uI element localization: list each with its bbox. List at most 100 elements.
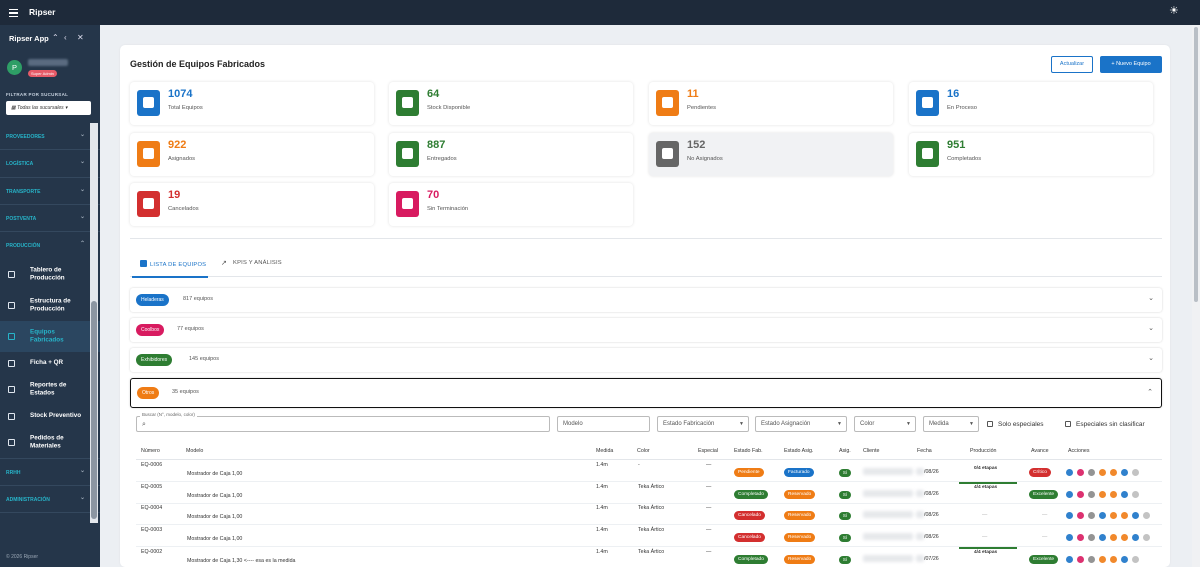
col-numero[interactable]: Número — [141, 448, 160, 454]
col-avance[interactable]: Avance — [1031, 448, 1049, 454]
group-accordion[interactable]: Exhibidores 145 equipos ⌄ — [130, 348, 1162, 372]
swap-icon[interactable] — [1132, 512, 1139, 520]
edit-icon[interactable] — [1088, 534, 1095, 542]
expand-icon[interactable]: ⌃ — [52, 33, 59, 42]
edit-icon[interactable] — [1088, 512, 1095, 520]
delete-icon[interactable] — [1132, 555, 1139, 563]
group-accordion[interactable]: Otros 35 equipos ⌃ — [130, 378, 1162, 408]
col-asig[interactable]: Asig. — [839, 448, 851, 454]
sidebar-item-pedidos[interactable]: Pedidos de Materiales — [0, 427, 100, 458]
unlink-icon[interactable] — [1110, 469, 1117, 476]
refresh-button[interactable]: Actualizar — [1051, 56, 1093, 73]
sin-clasificar-checkbox[interactable]: Especiales sin clasificar — [1065, 421, 1145, 428]
stat-card[interactable]: 70 Sin Terminación — [389, 183, 633, 226]
medida-select[interactable]: Medida ▼ — [923, 416, 979, 432]
stat-card[interactable]: 64 Stock Disponible — [389, 82, 633, 125]
stat-card[interactable]: 887 Entregados — [389, 133, 633, 176]
qr-icon[interactable] — [1077, 512, 1084, 520]
sidebar-section-produccion[interactable]: PRODUCCIÓN ⌃ — [0, 232, 100, 259]
cancel-icon[interactable] — [1099, 555, 1106, 563]
chevron-left-icon[interactable]: ‹ — [64, 33, 67, 42]
qr-icon[interactable] — [1077, 534, 1084, 542]
cancel-icon[interactable] — [1110, 534, 1117, 542]
col-estado-fab[interactable]: Estado Fab. — [734, 448, 763, 454]
chevron-down-icon[interactable]: ⌄ — [1148, 325, 1154, 332]
qr-icon[interactable] — [1077, 469, 1084, 476]
search-input[interactable]: Buscar (N°, modelo, color) ⌕ — [136, 412, 550, 432]
group-accordion[interactable]: Heladeras 817 equipos ⌄ — [130, 288, 1162, 312]
cancel-icon[interactable] — [1099, 490, 1106, 498]
cancel-icon[interactable] — [1099, 469, 1106, 476]
sidebar-item-tablero[interactable]: Tablero de Producción — [0, 259, 100, 290]
modelo-field[interactable]: Modelo — [557, 416, 650, 432]
col-produccion[interactable]: Producción — [970, 448, 997, 454]
unlink-icon[interactable] — [1110, 555, 1117, 563]
chevron-up-icon[interactable]: ⌃ — [1147, 389, 1153, 396]
swap-icon[interactable] — [1121, 490, 1128, 498]
table-row[interactable]: EQ-0003 Mostrador de Caja 1,00 1.4m Teka… — [136, 525, 1162, 548]
stat-card[interactable]: 951 Completados — [909, 133, 1153, 176]
estado-asignacion-select[interactable]: Estado Asignación ▼ — [755, 416, 847, 432]
view-icon[interactable] — [1066, 490, 1073, 498]
chevron-down-icon[interactable]: ⌄ — [1148, 355, 1154, 362]
sidebar-item-stock[interactable]: Stock Preventivo — [0, 405, 100, 427]
edit-icon[interactable] — [1088, 469, 1095, 476]
table-row[interactable]: EQ-0002 Mostrador de Caja 1,30 <---- esa… — [136, 546, 1162, 567]
sidebar-scrollbar[interactable] — [90, 123, 98, 523]
col-color[interactable]: Color — [637, 448, 650, 454]
col-especial[interactable]: Especial — [698, 448, 719, 454]
play-icon[interactable] — [1099, 512, 1106, 520]
stat-card[interactable]: 19 Cancelados — [130, 183, 374, 226]
play-icon[interactable] — [1099, 534, 1106, 542]
qr-icon[interactable] — [1077, 490, 1084, 498]
estado-fabricacion-select[interactable]: Estado Fabricación ▼ — [657, 416, 749, 432]
sidebar-item-reportes[interactable]: Reportes de Estados — [0, 374, 100, 405]
unlink-icon[interactable] — [1121, 534, 1128, 542]
chevron-down-icon[interactable]: ⌄ — [1148, 295, 1154, 302]
col-fecha[interactable]: Fecha — [917, 448, 932, 454]
swap-icon[interactable] — [1132, 534, 1139, 542]
branch-select[interactable]: ▦ Todas las sucursales ▾ — [6, 101, 91, 115]
unlink-icon[interactable] — [1110, 490, 1117, 498]
sidebar-section-transporte[interactable]: TRANSPORTE ⌄ — [0, 178, 100, 205]
col-estado-asig[interactable]: Estado Asig. — [784, 448, 814, 454]
col-modelo[interactable]: Modelo — [186, 448, 204, 454]
color-select[interactable]: Color ▼ — [854, 416, 916, 432]
qr-icon[interactable] — [1077, 555, 1084, 563]
sidebar-item-ficha[interactable]: Ficha + QR — [0, 352, 100, 374]
avatar[interactable]: P — [7, 60, 22, 75]
swap-icon[interactable] — [1121, 555, 1128, 563]
sidebar-section-administracion[interactable]: ADMINISTRACIÓN ⌄ — [0, 486, 100, 514]
cancel-icon[interactable] — [1110, 512, 1117, 520]
delete-icon[interactable] — [1132, 469, 1139, 476]
table-row[interactable]: EQ-0005 Mostrador de Caja 1,00 1.4m Teka… — [136, 481, 1162, 504]
table-row[interactable]: EQ-0004 Mostrador de Caja 1,00 1.4m Teka… — [136, 503, 1162, 526]
table-row[interactable]: EQ-0006 Mostrador de Caja 1,00 1.4m - — … — [136, 460, 1162, 482]
scrollbar-thumb[interactable] — [1194, 27, 1198, 302]
col-medida[interactable]: Medida — [596, 448, 614, 454]
sidebar-section-postventa[interactable]: POSTVENTA ⌄ — [0, 205, 100, 233]
sidebar-section-logistica[interactable]: LOGÍSTICA ⌄ — [0, 150, 100, 178]
stat-card[interactable]: 1074 Total Equipos — [130, 82, 374, 125]
stat-card[interactable]: 152 No Asignados — [649, 133, 893, 176]
app-selector[interactable]: Ripser App — [9, 34, 49, 43]
sidebar-section-rrhh[interactable]: RRHH ⌄ — [0, 458, 100, 486]
solo-especiales-checkbox[interactable]: Solo especiales — [987, 421, 1044, 428]
stat-card[interactable]: 16 En Proceso — [909, 82, 1153, 125]
view-icon[interactable] — [1066, 512, 1073, 520]
edit-icon[interactable] — [1088, 555, 1095, 563]
close-icon[interactable]: ✕ — [77, 33, 84, 42]
page-scrollbar[interactable] — [1192, 25, 1200, 567]
tab-kpis[interactable]: ↗ KPIS Y ANÁLISIS — [221, 260, 282, 267]
delete-icon[interactable] — [1132, 490, 1139, 498]
group-accordion[interactable]: Coolbox 77 equipos ⌄ — [130, 318, 1162, 342]
sidebar-section-proveedores[interactable]: PROVEEDORES ⌄ — [0, 123, 100, 151]
edit-icon[interactable] — [1088, 490, 1095, 498]
scrollbar-thumb[interactable] — [91, 301, 97, 519]
theme-toggle-icon[interactable]: ☀ — [1169, 5, 1179, 17]
delete-icon[interactable] — [1143, 534, 1150, 542]
view-icon[interactable] — [1066, 555, 1073, 563]
stat-card[interactable]: 11 Pendientes — [649, 82, 893, 125]
unlink-icon[interactable] — [1121, 512, 1128, 520]
menu-icon[interactable] — [9, 7, 18, 18]
